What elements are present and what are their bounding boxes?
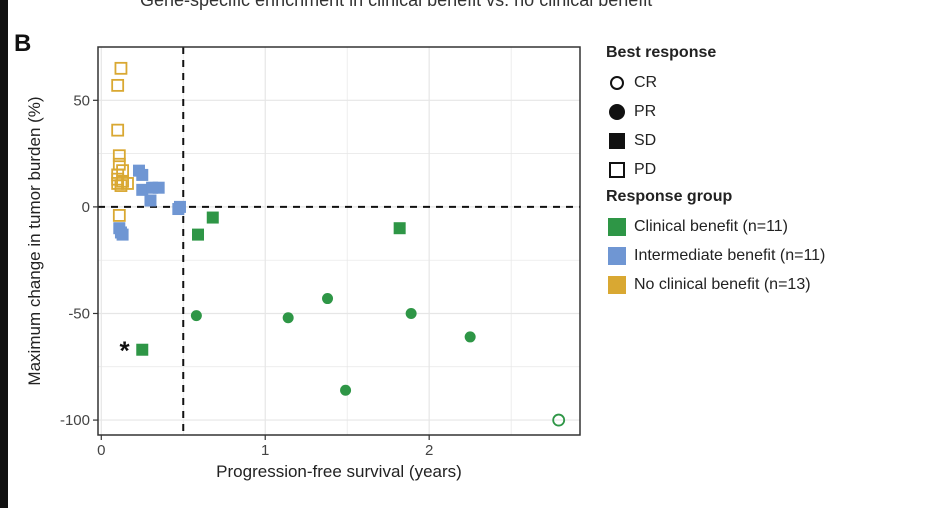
filled-circle-icon bbox=[606, 101, 628, 123]
legend-label-pd: PD bbox=[634, 160, 657, 178]
legend-item-clinical-benefit: Clinical benefit (n=11) bbox=[606, 212, 825, 241]
y-tick-label-0: 50 bbox=[73, 92, 90, 109]
data-point-24 bbox=[206, 211, 219, 224]
data-point-33 bbox=[464, 331, 476, 343]
legend-item-pd: PD bbox=[606, 155, 825, 184]
best-response-legend-title: Best response bbox=[606, 44, 717, 61]
legend-label-intermediate-benefit: Intermediate benefit (n=11) bbox=[634, 246, 826, 264]
data-point-3 bbox=[112, 149, 126, 163]
legend-label-pr: PR bbox=[634, 102, 657, 120]
cropped-top-title: Gene-specific enrichment in clinical ben… bbox=[140, 0, 653, 10]
data-point-31 bbox=[340, 384, 352, 396]
reference-lines bbox=[98, 47, 580, 435]
data-point-2 bbox=[111, 123, 125, 137]
data-point-23 bbox=[116, 228, 129, 241]
data-point-25 bbox=[192, 228, 205, 241]
data-point-10 bbox=[111, 177, 125, 190]
data-point-27 bbox=[136, 343, 149, 356]
legend-item-no-clinical-benefit: No clinical benefit (n=13) bbox=[606, 270, 825, 299]
y-tick-label-3: -100 bbox=[60, 412, 90, 429]
grid-lines bbox=[98, 46, 580, 435]
data-points bbox=[111, 61, 566, 427]
x-axis-title: Progression-free survival (years) bbox=[216, 462, 462, 481]
data-point-14 bbox=[136, 168, 149, 181]
data-point-26 bbox=[393, 222, 406, 235]
data-point-1 bbox=[111, 78, 125, 92]
legend-item-intermediate-benefit: Intermediate benefit (n=11) bbox=[606, 241, 825, 270]
data-point-12 bbox=[112, 209, 126, 222]
yellow-square-icon bbox=[606, 274, 628, 296]
panel-letter: B bbox=[14, 30, 32, 57]
blue-square-icon bbox=[606, 245, 628, 267]
data-point-34 bbox=[552, 413, 566, 427]
legend-label-sd: SD bbox=[634, 131, 657, 149]
open-square-icon bbox=[606, 159, 628, 181]
axis-ticks: 0 1 2 50 0 -50 -100 bbox=[60, 92, 433, 459]
legend-label-no-clinical-benefit: No clinical benefit (n=13) bbox=[634, 275, 811, 293]
data-point-0 bbox=[114, 61, 128, 75]
y-tick-label-1: 0 bbox=[82, 199, 90, 216]
open-circle-icon bbox=[606, 72, 628, 94]
plot-frame bbox=[97, 46, 581, 436]
data-point-30 bbox=[322, 293, 334, 305]
x-tick-label-2: 2 bbox=[425, 442, 433, 459]
data-point-11 bbox=[114, 179, 128, 192]
green-square-icon bbox=[606, 216, 628, 238]
scatter-plot: 0 1 2 50 0 -50 -100 * Progression-free surviva… bbox=[25, 46, 581, 481]
legend: Best response CR PR SD PD Response group… bbox=[606, 44, 825, 299]
data-point-28 bbox=[190, 310, 202, 322]
data-point-17 bbox=[146, 181, 159, 194]
legend-item-pr: PR bbox=[606, 97, 825, 126]
data-point-20 bbox=[172, 203, 185, 216]
response-group-legend-title: Response group bbox=[606, 188, 733, 205]
asterisk-annotation: * bbox=[120, 336, 131, 366]
filled-square-icon bbox=[606, 130, 628, 152]
legend-item-sd: SD bbox=[606, 126, 825, 155]
y-tick-label-2: -50 bbox=[68, 305, 90, 322]
left-edge-bar bbox=[0, 0, 8, 508]
data-point-9 bbox=[121, 177, 134, 190]
data-point-15 bbox=[136, 183, 149, 196]
legend-label-cr: CR bbox=[634, 73, 658, 91]
x-tick-label-1: 1 bbox=[261, 442, 269, 459]
x-tick-label-0: 0 bbox=[97, 442, 105, 459]
legend-item-cr: CR bbox=[606, 68, 825, 97]
data-point-32 bbox=[405, 307, 417, 319]
data-point-18 bbox=[144, 194, 157, 207]
legend-label-clinical-benefit: Clinical benefit (n=11) bbox=[634, 217, 789, 235]
y-axis-title: Maximum change in tumor burden (%) bbox=[25, 96, 44, 385]
data-point-29 bbox=[282, 312, 294, 324]
